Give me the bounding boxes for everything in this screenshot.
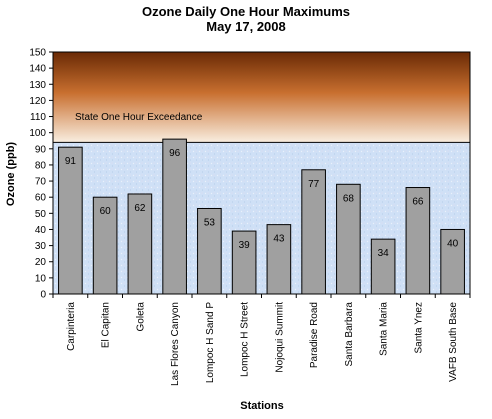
x-category-label: Santa Ynez — [413, 302, 424, 354]
bar-value-label: 66 — [412, 197, 424, 208]
bar-value-label: 91 — [65, 156, 77, 167]
y-axis-title: Ozone (ppb) — [5, 142, 17, 206]
x-category-label: Santa Barbara — [344, 302, 355, 367]
y-tick-label: 120 — [29, 96, 46, 107]
x-category-label: Goleta — [135, 302, 146, 332]
bar-value-label: 62 — [134, 203, 146, 214]
y-tick-label: 50 — [35, 209, 47, 220]
plot-area: State One Hour Exceedance 91 60 62 96 53 39 43 7… — [52, 51, 471, 295]
y-tick-label: 10 — [35, 273, 47, 284]
x-category-label: Paradise Road — [309, 302, 320, 368]
x-category-label: Lompoc H Sand P — [205, 302, 216, 383]
chart-title-block: Ozone Daily One Hour Maximums May 17, 20… — [0, 4, 492, 34]
y-tick-label: 70 — [35, 177, 47, 188]
y-tick-label: 130 — [29, 80, 46, 91]
threshold-label: State One Hour Exceedance — [75, 112, 203, 123]
y-tick-label: 150 — [29, 48, 46, 59]
y-tick-label: 100 — [29, 128, 46, 139]
x-category-label: Nojoqui Summit — [274, 302, 285, 373]
bar-value-label: 40 — [447, 238, 459, 249]
y-tick-label: 80 — [35, 160, 47, 171]
below-threshold-region — [53, 142, 470, 294]
y-tick-label: 30 — [35, 241, 47, 252]
x-category-label: Las Flores Canyon — [170, 302, 181, 386]
y-axis: 0 10 20 30 40 50 60 70 80 90 100 110 120 130 140 150 — [29, 48, 53, 301]
bar-value-label: 53 — [204, 217, 216, 228]
y-tick-label: 110 — [30, 112, 46, 123]
x-axis-title: Stations — [240, 400, 283, 412]
x-category-label: Carpinteria — [66, 302, 77, 351]
x-category-label: Santa Maria — [379, 302, 390, 356]
x-category-label: El Capitan — [101, 302, 112, 348]
y-tick-label: 90 — [35, 144, 47, 155]
bar-value-label: 39 — [239, 240, 251, 251]
bar-value-label: 68 — [343, 193, 355, 204]
bar-value-label: 43 — [273, 234, 285, 245]
bar-value-label: 60 — [100, 206, 112, 217]
x-category-label: Lompoc H Street — [240, 302, 251, 377]
exceedance-region — [53, 52, 470, 143]
x-category-label: VAFB South Base — [448, 302, 459, 382]
y-tick-label: 40 — [35, 225, 47, 236]
bar-value-label: 96 — [169, 148, 181, 159]
bar-value-label: 77 — [308, 179, 320, 190]
chart-title: Ozone Daily One Hour Maximums — [141, 4, 351, 19]
y-tick-label: 0 — [40, 290, 46, 301]
y-tick-label: 140 — [29, 64, 46, 75]
y-tick-label: 60 — [35, 193, 47, 204]
bar-carpinteria — [58, 146, 83, 295]
bar-value-label: 34 — [378, 248, 390, 259]
bar-las-flores-canyon — [162, 138, 187, 295]
x-axis: Carpinteria El Capitan Goleta Las Flores Ca… — [52, 294, 471, 386]
chart-subtitle: May 17, 2008 — [206, 19, 286, 34]
y-tick-label: 20 — [35, 257, 47, 268]
